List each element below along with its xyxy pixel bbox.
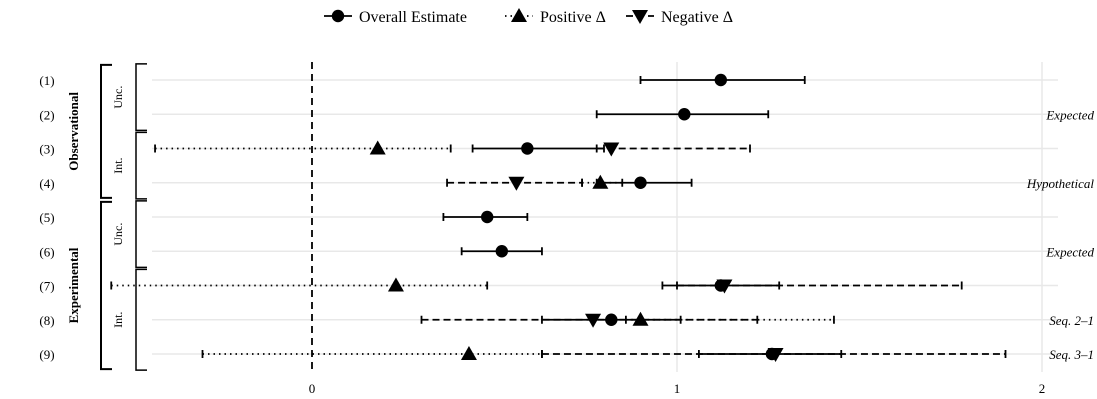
negative-point: [603, 142, 620, 157]
positive-interval: [110, 281, 489, 290]
x-tick-label: 2: [1039, 381, 1046, 396]
row-marks: [420, 311, 835, 328]
legend-key-triangle-down: [632, 10, 648, 24]
group-label: Experimental: [66, 247, 81, 323]
row-annotation: Seq. 3–1: [1049, 347, 1094, 362]
row-marks: [442, 210, 529, 224]
legend: Overall Estimate Positive Δ Negative Δ: [324, 8, 733, 26]
row-label: (6): [39, 244, 54, 259]
positive-interval: [154, 144, 452, 153]
row-marks: [460, 245, 543, 258]
row-marks: [154, 140, 751, 157]
group-label: Observational: [66, 92, 81, 171]
overall-point: [521, 142, 534, 155]
row-marks: [201, 346, 1007, 362]
overall-point: [765, 347, 779, 361]
positive-point: [592, 174, 609, 189]
group-bracket: [100, 63, 112, 199]
row-label: (7): [39, 279, 54, 294]
subgroup-bracket: [135, 200, 147, 269]
subgroup-bracket: [135, 131, 147, 200]
overall-interval: [471, 144, 605, 153]
row-annotation: Seq. 2–1: [1049, 313, 1094, 328]
legend-key-circle: [331, 9, 345, 23]
row-annotation: Expected: [1045, 244, 1094, 259]
row-marks: [639, 73, 806, 87]
negative-point: [585, 313, 602, 328]
overall-point: [605, 313, 618, 326]
row-label: (5): [39, 210, 54, 225]
x-tick-label: 1: [674, 381, 681, 396]
row-marks: [446, 174, 693, 191]
legend-item-triangle-down: Negative Δ: [626, 9, 733, 26]
legend-label: Overall Estimate: [359, 9, 467, 26]
overall-point: [714, 279, 727, 292]
legend-key-triangle-up: [511, 8, 527, 22]
legend-label: Positive Δ: [540, 9, 606, 26]
x-tick-label: 0: [309, 381, 316, 396]
subgroup-label: Unc.: [111, 223, 125, 246]
legend-label: Negative Δ: [661, 9, 733, 26]
positive-point: [632, 311, 649, 326]
row-label: (4): [39, 176, 54, 191]
subgroup-bracket: [135, 268, 147, 371]
row-annotation: Expected: [1045, 107, 1094, 122]
positive-point: [369, 140, 386, 155]
legend-item-triangle-up: Positive Δ: [505, 8, 606, 26]
row-label: (9): [39, 347, 54, 362]
subgroup-bracket: [135, 63, 147, 132]
axis-labels: (1) (2) Expected (3) (4) Hypothetical (5) (6) Ex…: [39, 73, 1094, 396]
row-label: (2): [39, 107, 54, 122]
subgroup-label: Int.: [111, 312, 125, 328]
positive-point: [387, 277, 404, 292]
legend-item-circle: Overall Estimate: [324, 9, 467, 26]
overall-point: [481, 210, 494, 224]
overall-point: [495, 245, 508, 258]
negative-point: [508, 176, 525, 191]
subgroup-label: Int.: [111, 157, 125, 173]
overall-point: [634, 176, 647, 189]
subgroup-label: Unc.: [111, 86, 125, 109]
overall-point: [678, 108, 691, 121]
group-brackets: Observational Unc. Int. Experimental Unc. Int…: [66, 63, 147, 371]
row-marks: [595, 108, 770, 121]
grid: [152, 62, 1058, 372]
overall-point: [714, 73, 727, 87]
row-annotation: Hypothetical: [1026, 176, 1095, 191]
row-marks: [110, 277, 963, 294]
row-label: (1): [39, 73, 54, 88]
row-label: (8): [39, 313, 54, 328]
positive-point: [460, 346, 477, 360]
group-bracket: [100, 200, 112, 371]
plot-marks: [110, 73, 1007, 362]
row-label: (3): [39, 142, 54, 157]
